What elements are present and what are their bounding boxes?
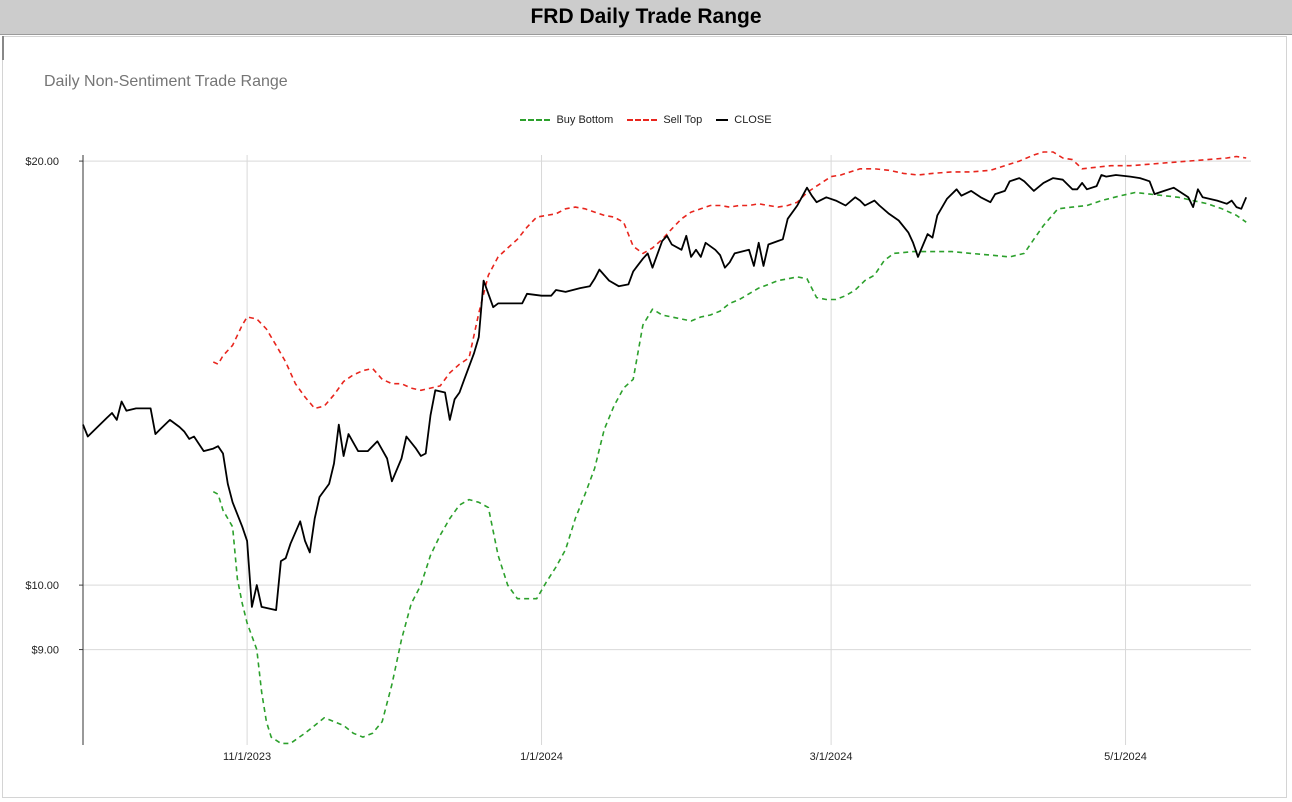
- y-tick-label: $9.00: [31, 645, 59, 657]
- series-line-close: [82, 174, 1248, 611]
- legend-label-sell-top: Sell Top: [663, 114, 703, 126]
- legend-swatch-close: [716, 119, 729, 121]
- x-tick-label: 1/1/2024: [520, 751, 563, 763]
- y-tick-label: $20.00: [25, 156, 59, 168]
- chart-subtitle: Daily Non-Sentiment Trade Range: [44, 73, 288, 90]
- legend-item-buy-bottom[interactable]: Buy Bottom: [520, 114, 613, 126]
- x-tick-label: 5/1/2024: [1104, 751, 1147, 763]
- y-tick-label: $10.00: [25, 580, 59, 592]
- x-tick-label: 11/1/2023: [223, 751, 271, 763]
- legend-item-close[interactable]: CLOSE: [716, 114, 772, 126]
- legend-label-buy-bottom: Buy Bottom: [556, 114, 614, 126]
- legend-swatch-buy-bottom: [520, 119, 551, 121]
- legend-label-close: CLOSE: [734, 114, 772, 126]
- frame-corner-marker: [2, 36, 8, 60]
- chart-frame: [2, 36, 1287, 798]
- page-title: FRD Daily Trade Range: [530, 5, 762, 28]
- legend-swatch-sell-top: [627, 119, 658, 121]
- series-line-buy-bottom: [212, 191, 1247, 745]
- series-line-sell-top: [212, 151, 1247, 410]
- chart-legend: Buy Bottom Sell Top CLOSE: [0, 114, 1292, 126]
- title-bar: FRD Daily Trade Range: [0, 0, 1292, 35]
- x-tick-label: 3/1/2024: [810, 751, 853, 763]
- legend-item-sell-top[interactable]: Sell Top: [627, 114, 702, 126]
